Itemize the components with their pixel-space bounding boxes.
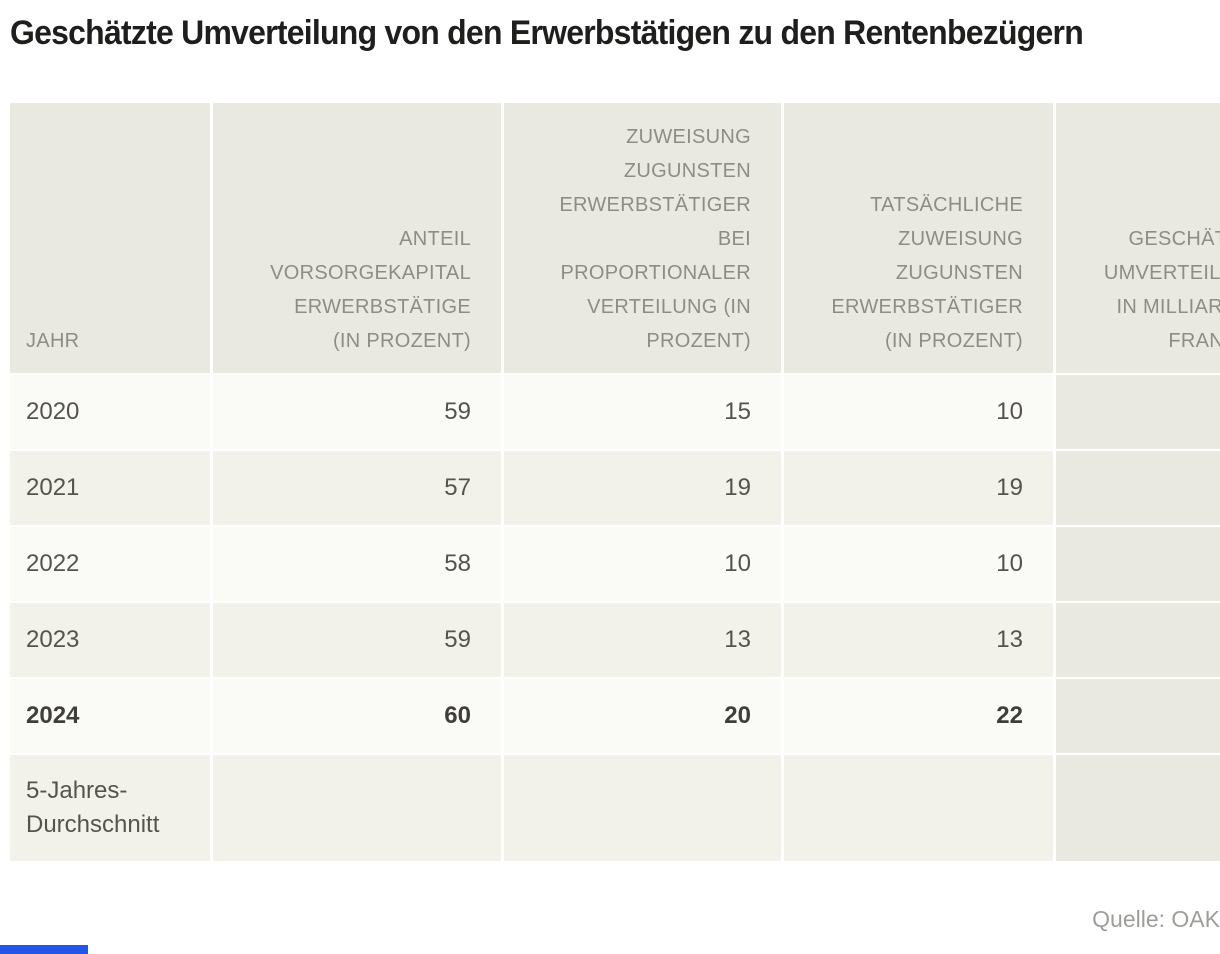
year-cell: 5-Jahres-Durchschnitt: [10, 755, 210, 861]
column-header-zuweisung-proportional: ZUWEISUNG ZUGUNSTEN ERWERBSTÄTIGER BEI P…: [504, 103, 781, 373]
table-cell: 13: [784, 603, 1053, 677]
column-header-tatsaechliche-zuweisung: TATSÄCHLICHE ZUWEISUNG ZUGUNSTEN ERWERBS…: [784, 103, 1053, 373]
table-cell: [784, 755, 1053, 861]
table-cell-highlight: [1056, 375, 1220, 449]
table-cell: 60: [213, 679, 501, 753]
column-header-geschaetzte-umverteilung: GESCHÄTZTE UMVERTEILUNG IN MILLIARDEN FR…: [1056, 103, 1220, 373]
table-cell: 10: [784, 527, 1053, 601]
table-cell: 22: [784, 679, 1053, 753]
source-credit: Quelle: OAK: [1092, 906, 1220, 932]
table-cell: 15: [504, 375, 781, 449]
year-cell: 2023: [10, 603, 210, 677]
table-cell: [213, 755, 501, 861]
year-cell: 2020: [10, 375, 210, 449]
table-cell: 59: [213, 375, 501, 449]
table-cell: [504, 755, 781, 861]
table-cell: 20: [504, 679, 781, 753]
column-header-anteil-vorsorgekapital: ANTEIL VORSORGEKAPITAL ERWERBSTÄTIGE (IN…: [213, 103, 501, 373]
table-cell-highlight: [1056, 755, 1220, 861]
table-cell: 58: [213, 527, 501, 601]
year-cell: 2024: [10, 679, 210, 753]
table-cell: 19: [784, 451, 1053, 525]
table-cell: 59: [213, 603, 501, 677]
table-cell-highlight: [1056, 451, 1220, 525]
table-cell-highlight: [1056, 679, 1220, 753]
year-cell: 2021: [10, 451, 210, 525]
table-cell-highlight: [1056, 527, 1220, 601]
table-cell: 10: [784, 375, 1053, 449]
year-cell: 2022: [10, 527, 210, 601]
table-cell: 19: [504, 451, 781, 525]
table-cell: 13: [504, 603, 781, 677]
data-table: JAHR ANTEIL VORSORGEKAPITAL ERWERBSTÄTIG…: [10, 103, 1220, 861]
column-header-jahr: JAHR: [10, 103, 210, 373]
table-cell: 57: [213, 451, 501, 525]
table-cell-highlight: [1056, 603, 1220, 677]
table-cell: 10: [504, 527, 781, 601]
brand-bar: [0, 945, 88, 954]
chart-title: Geschätzte Umverteilung von den Erwerbst…: [10, 14, 1084, 52]
